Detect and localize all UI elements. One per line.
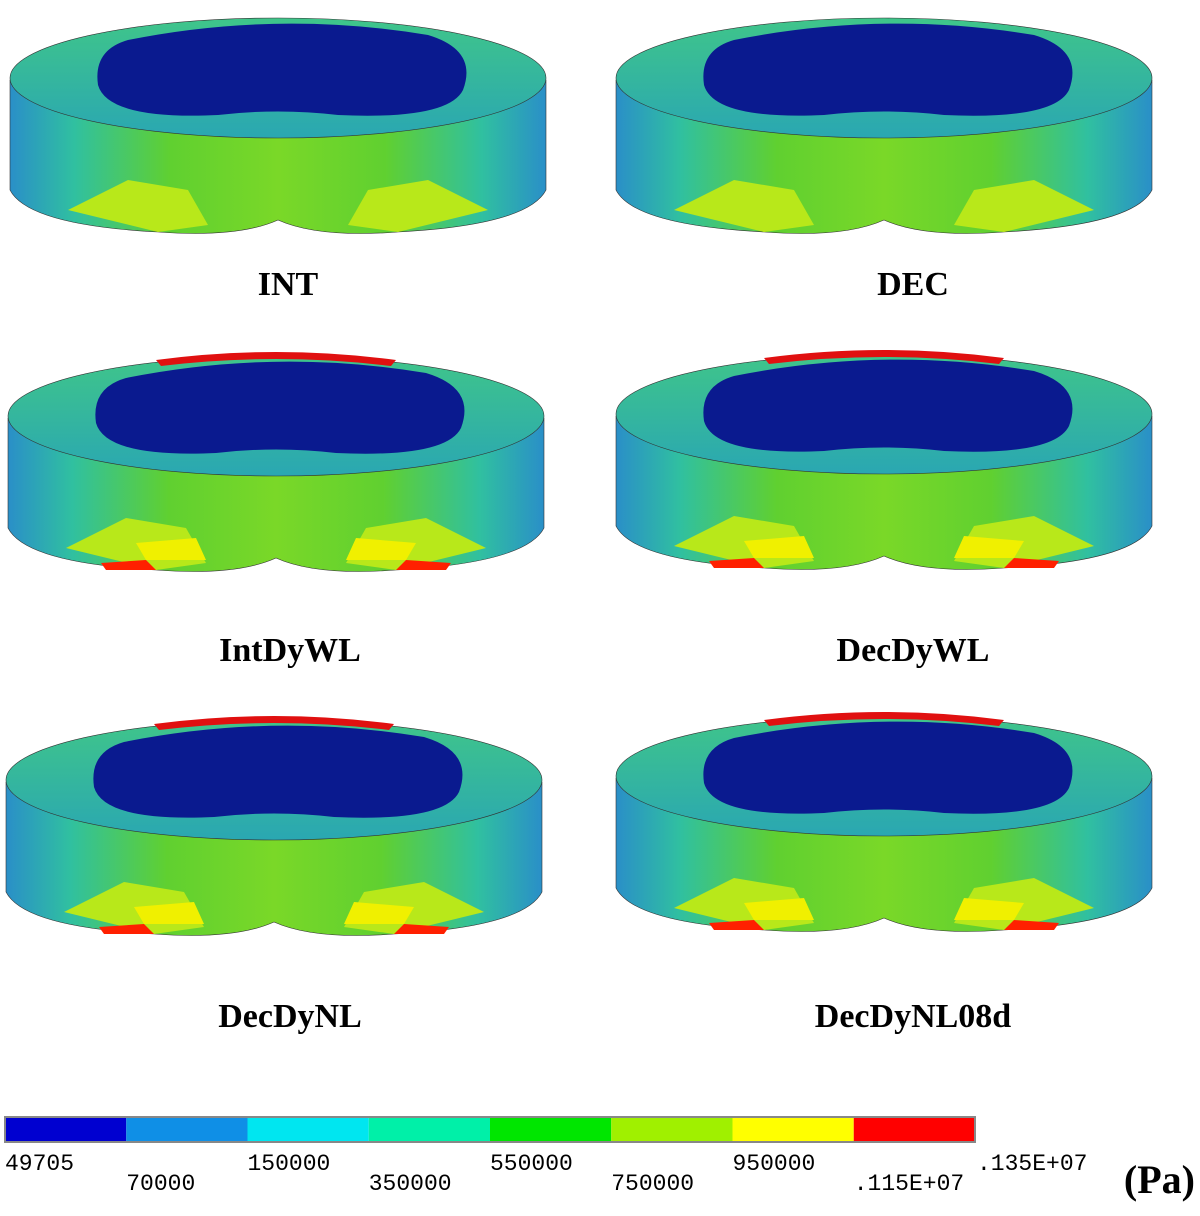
legend-label: 350000 [369,1171,452,1197]
legend-label: 150000 [248,1151,331,1177]
contour-plots [6,17,1153,936]
panel-label: DecDyNL08d [815,998,1012,1035]
legend-label: 70000 [126,1171,195,1197]
legend-swatch [490,1117,612,1142]
legend-swatch [5,1117,127,1142]
legend-label: .135E+07 [977,1151,1087,1177]
color-legend: 49705 70000 150000 350000 550000 750000 950000… [4,1116,1195,1202]
panel-label: DecDyNL [218,998,362,1035]
legend-label: 750000 [611,1171,694,1197]
legend-swatch [853,1117,975,1142]
panel-label: DecDyWL [837,632,990,669]
legend-label: 550000 [490,1151,573,1177]
panel-label: IntDyWL [219,632,361,669]
legend-frame [4,1116,976,1143]
legend-swatch [368,1117,490,1142]
unit-label: (Pa) [1124,1157,1195,1202]
legend-label: 950000 [733,1151,816,1177]
legend-label: 49705 [5,1151,74,1177]
legend-swatch [611,1117,733,1142]
legend-swatch [732,1117,854,1142]
legend-swatch [247,1117,369,1142]
panel-label: INT [258,266,319,303]
legend-label: .115E+07 [854,1171,964,1197]
legend-swatch [126,1117,248,1142]
panel-labels: INT DEC IntDyWL DecDyWL DecDyNL DecDyNL08d [218,266,1011,1035]
panel-label: DEC [877,266,949,303]
